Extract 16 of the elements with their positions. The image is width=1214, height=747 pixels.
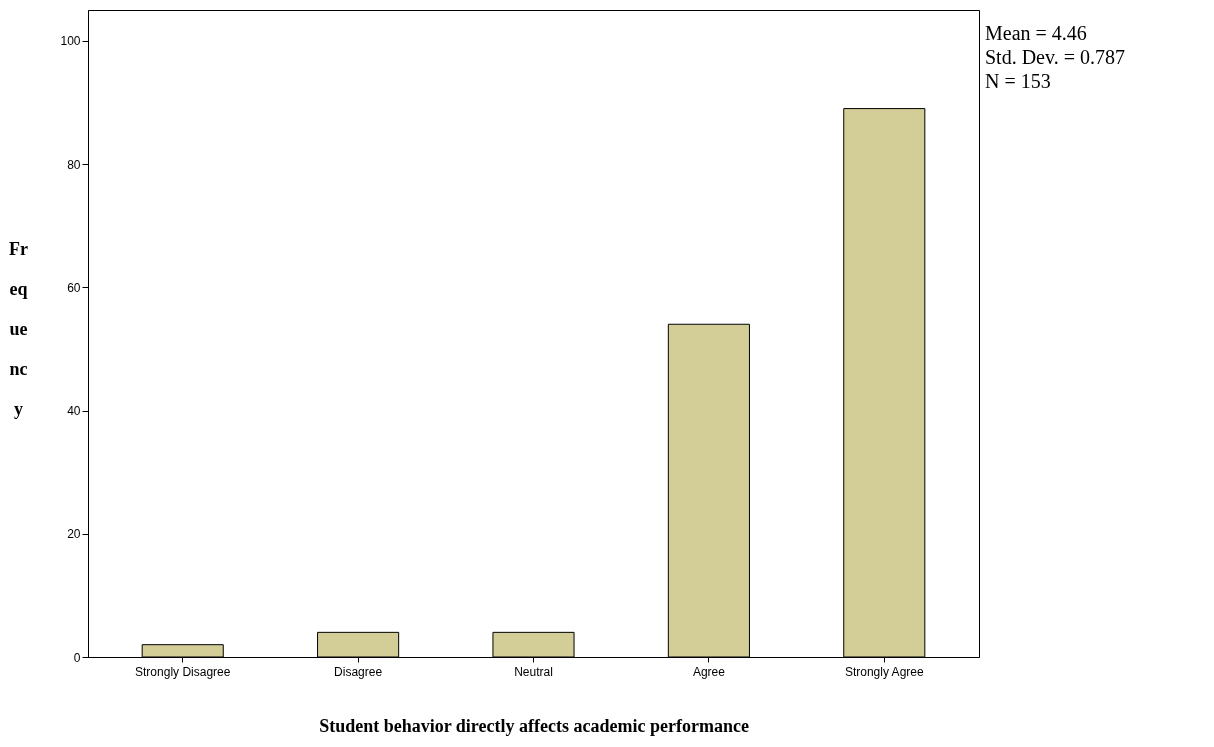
x-tick-label: Disagree — [334, 664, 383, 679]
y-axis-title: Frequency — [9, 238, 28, 419]
y-tick-label: 80 — [67, 157, 81, 172]
y-tick-label: 20 — [67, 527, 81, 542]
text: Std. Dev. = 0.787 — [985, 46, 1125, 68]
text: N = 153 — [985, 70, 1051, 92]
x-tick-label: Neutral — [514, 664, 553, 679]
y-tick-label: 100 — [60, 34, 81, 49]
y-tick-label: 60 — [67, 280, 81, 295]
x-axis-title: Student behavior directly affects academic performance — [319, 715, 749, 736]
text: Mean = 4.46 — [985, 22, 1087, 44]
x-tick-label: Agree — [692, 664, 726, 679]
x-tick-label: Strongly Agree — [844, 664, 924, 679]
y-tick-label: 40 — [67, 404, 81, 419]
y-tick-label: 0 — [73, 650, 81, 665]
x-tick-label: Strongly Disagree — [135, 664, 231, 679]
